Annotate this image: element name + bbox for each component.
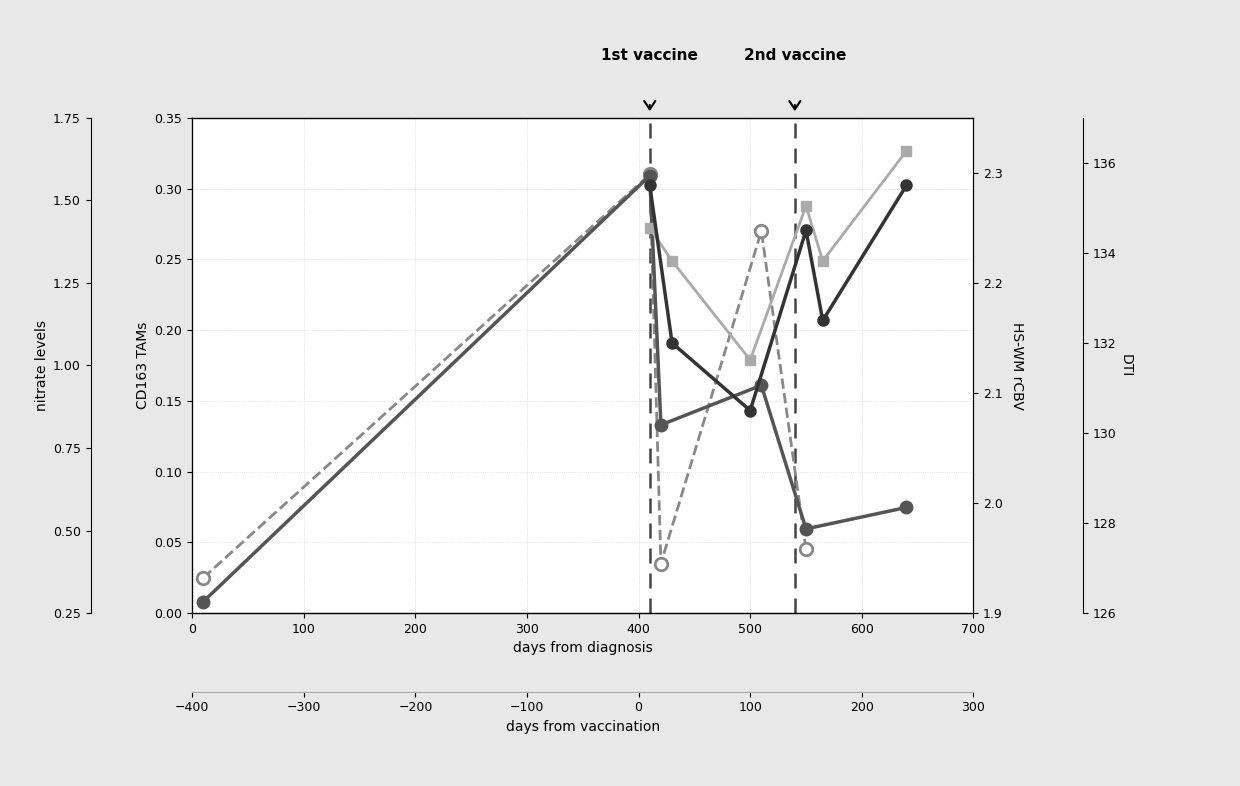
Text: 2nd vaccine: 2nd vaccine xyxy=(744,48,846,63)
Y-axis label: HS-WM rCBV: HS-WM rCBV xyxy=(1009,321,1024,410)
X-axis label: days from vaccination: days from vaccination xyxy=(506,720,660,734)
Y-axis label: DTI: DTI xyxy=(1118,354,1133,377)
Y-axis label: nitrate levels: nitrate levels xyxy=(35,320,48,411)
Text: 1st vaccine: 1st vaccine xyxy=(601,48,698,63)
Y-axis label: CD163 TAMs: CD163 TAMs xyxy=(136,321,150,410)
X-axis label: days from diagnosis: days from diagnosis xyxy=(513,641,652,656)
